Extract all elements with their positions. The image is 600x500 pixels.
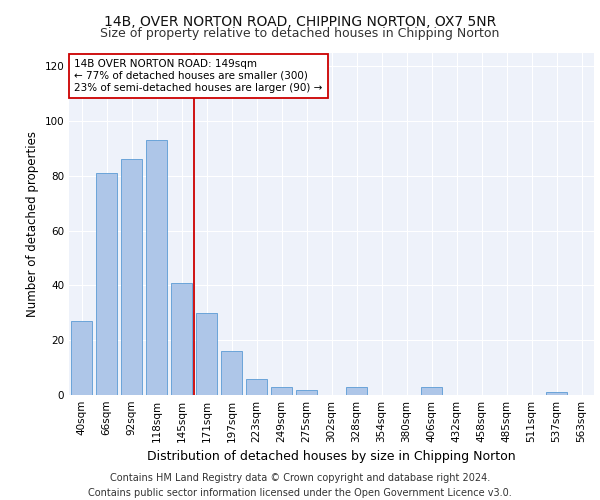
Text: 14B OVER NORTON ROAD: 149sqm
← 77% of detached houses are smaller (300)
23% of s: 14B OVER NORTON ROAD: 149sqm ← 77% of de… [74, 60, 323, 92]
X-axis label: Distribution of detached houses by size in Chipping Norton: Distribution of detached houses by size … [147, 450, 516, 464]
Bar [96, 173, 117, 395]
Bar [146, 140, 167, 395]
Bar [246, 378, 267, 395]
Bar [221, 351, 242, 395]
Bar [271, 387, 292, 395]
Bar [71, 321, 92, 395]
Text: 14B, OVER NORTON ROAD, CHIPPING NORTON, OX7 5NR: 14B, OVER NORTON ROAD, CHIPPING NORTON, … [104, 15, 496, 29]
Bar [346, 387, 367, 395]
Bar [546, 392, 567, 395]
Text: Contains HM Land Registry data © Crown copyright and database right 2024.
Contai: Contains HM Land Registry data © Crown c… [88, 472, 512, 498]
Bar [296, 390, 317, 395]
Y-axis label: Number of detached properties: Number of detached properties [26, 130, 39, 317]
Bar [171, 282, 192, 395]
Text: Size of property relative to detached houses in Chipping Norton: Size of property relative to detached ho… [100, 28, 500, 40]
Bar [196, 313, 217, 395]
Bar [121, 160, 142, 395]
Bar [421, 387, 442, 395]
